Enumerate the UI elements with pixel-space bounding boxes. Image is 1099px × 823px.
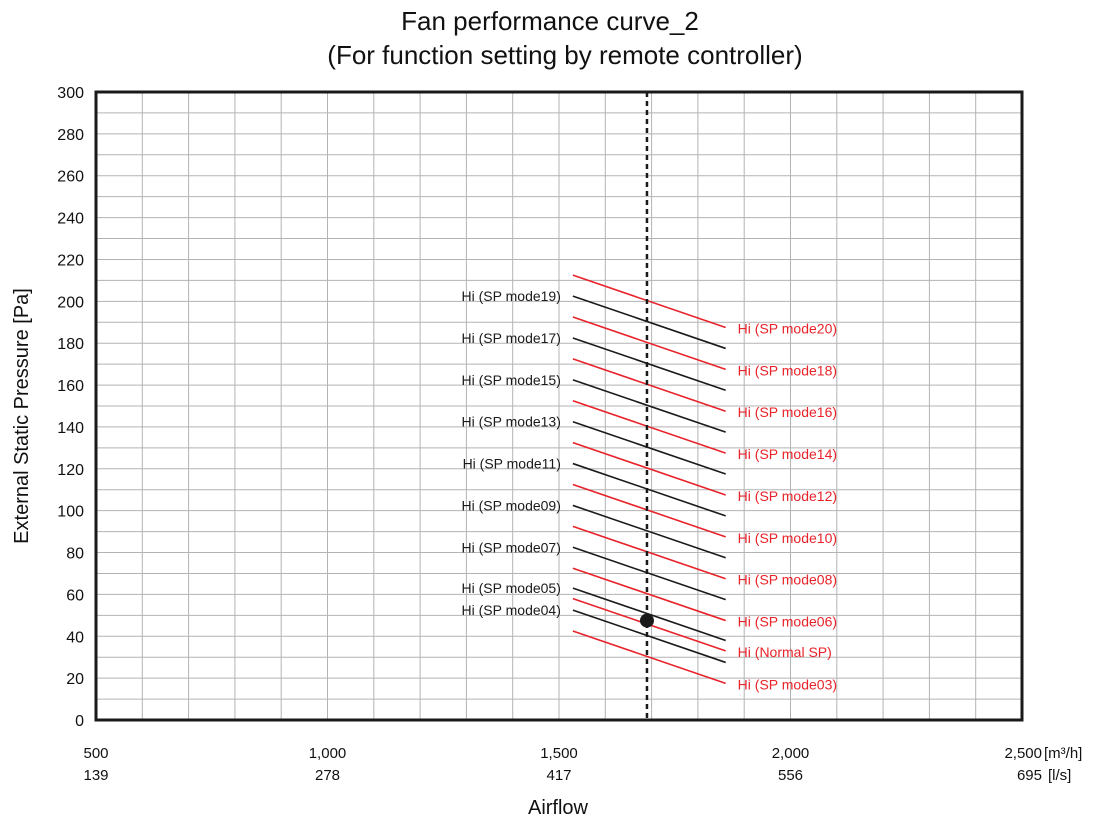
series-line (572, 483, 726, 538)
series-label: Hi (SP mode08) (738, 572, 837, 588)
y-axis-ticks: 0 20 40 60 80 100 120 140 160 180 200 220 240 260 280 3… (57, 85, 84, 730)
series-labels: Hi (SP mode03) Hi (SP mode04) Hi (Normal S… (462, 288, 837, 692)
series-label: Hi (SP mode07) (462, 539, 561, 555)
series-label: Hi (Normal SP) (738, 644, 832, 660)
series-label: Hi (SP mode16) (738, 404, 837, 420)
x-axis-label: Airflow (528, 797, 589, 819)
y-tick-label: 120 (57, 462, 84, 479)
series-line (572, 358, 726, 412)
y-tick-label: 80 (66, 546, 84, 563)
series-label: Hi (SP mode13) (462, 414, 561, 430)
y-tick-label: 280 (57, 127, 84, 144)
chart-subtitle: (For function setting by remote controll… (327, 40, 802, 70)
x-tick-label: 1,000 (309, 745, 347, 762)
series-label: Hi (SP mode04) (462, 602, 561, 618)
y-tick-label: 60 (66, 587, 84, 604)
series-line (572, 567, 726, 622)
series-line (572, 504, 726, 559)
y-tick-label: 100 (57, 504, 84, 521)
series-line (572, 379, 726, 433)
series-label: Hi (SP mode06) (738, 614, 837, 630)
series-line (572, 316, 726, 371)
series-label: Hi (SP mode17) (462, 330, 561, 346)
series-label: Hi (SP mode15) (462, 372, 561, 388)
x-unit-secondary: [l/s] (1048, 767, 1071, 784)
series-label: Hi (SP mode03) (738, 676, 837, 692)
series-label: Hi (SP mode14) (738, 446, 837, 462)
series-label: Hi (SP mode05) (462, 580, 561, 596)
y-tick-label: 0 (75, 713, 84, 730)
chart-title: Fan performance curve_2 (401, 6, 699, 36)
rated-operating-point (639, 613, 654, 628)
series-line (572, 630, 726, 685)
series-label: Hi (SP mode09) (462, 497, 561, 513)
series-line (572, 525, 726, 580)
y-tick-label: 240 (57, 211, 84, 228)
plot-frame (94, 90, 1024, 722)
series-label: Hi (SP mode12) (738, 488, 837, 504)
y-tick-label: 180 (57, 336, 84, 353)
series-line (572, 462, 726, 517)
y-tick-label: 140 (57, 420, 84, 437)
y-tick-label: 300 (57, 85, 84, 102)
series-label: Hi (SP mode20) (738, 321, 837, 337)
series-label: Hi (SP mode10) (738, 530, 837, 546)
x-tick-label-secondary: 695 (1017, 767, 1042, 784)
x-tick-label: 500 (83, 745, 108, 762)
series-line (572, 400, 726, 454)
y-tick-label: 20 (66, 671, 84, 688)
x-tick-label-secondary: 139 (83, 767, 108, 784)
y-tick-label: 260 (57, 169, 84, 186)
x-tick-label: 1,500 (540, 745, 578, 762)
series-label: Hi (SP mode11) (463, 456, 561, 472)
x-tick-label: 2,000 (772, 745, 810, 762)
series-line (572, 295, 726, 350)
x-tick-label-secondary: 417 (546, 767, 571, 784)
series-line (572, 546, 726, 601)
series-label: Hi (SP mode18) (738, 362, 837, 378)
y-tick-label: 220 (57, 252, 84, 269)
y-tick-label: 200 (57, 294, 84, 311)
series-label: Hi (SP mode19) (462, 288, 561, 304)
grid (96, 92, 1022, 720)
series-line (572, 337, 726, 392)
x-tick-label-secondary: 278 (315, 767, 340, 784)
y-tick-label: 160 (57, 378, 84, 395)
series-line (572, 441, 726, 496)
x-axis-ticks: 500 139 1,000 278 1,500 417 2,000 556 2,500 695 (83, 745, 1042, 784)
series-line (572, 609, 726, 664)
y-tick-label: 40 (66, 629, 84, 646)
series-line (572, 274, 726, 329)
x-tick-label-secondary: 556 (778, 767, 803, 784)
x-unit-primary: [m³/h] (1044, 745, 1082, 762)
series-line (572, 420, 726, 475)
y-axis-label: External Static Pressure [Pa] (11, 288, 33, 544)
x-tick-label: 2,500 (1004, 745, 1042, 762)
